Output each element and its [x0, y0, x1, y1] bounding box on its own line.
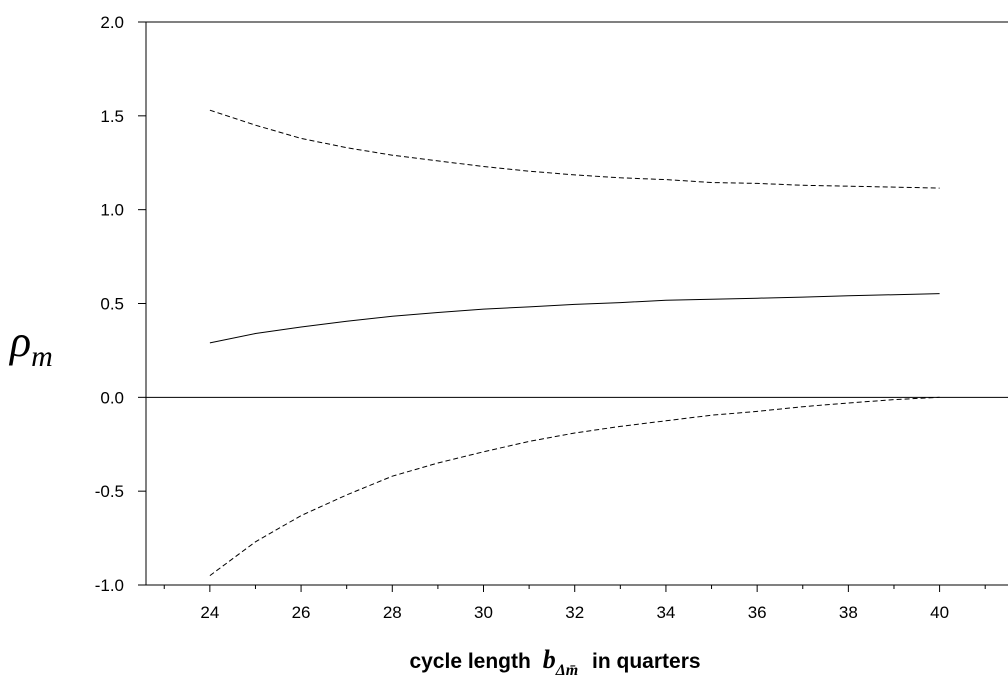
upper-band-line [209, 109, 940, 189]
x-axis-label-subscript: Δm̄ [555, 662, 578, 679]
x-axis-label: cycle length bΔm̄ in quarters [409, 645, 700, 680]
y-tick-label: -1.0 [95, 576, 124, 595]
x-axis-ticks: 24 26 28 30 32 34 36 38 40 [163, 585, 986, 622]
x-axis-label-text-after: in quarters [592, 650, 701, 673]
x-tick-label: 26 [292, 603, 311, 622]
chart-axes [145, 21, 1008, 586]
x-tick-label: 30 [474, 603, 493, 622]
y-tick-label: 2.0 [100, 13, 124, 32]
x-tick-label: 38 [839, 603, 858, 622]
chart-series [209, 109, 940, 577]
x-tick-label: 24 [200, 603, 219, 622]
estimate-line [209, 293, 940, 344]
x-tick-label: 34 [656, 603, 675, 622]
y-tick-label: 0.0 [100, 388, 124, 407]
y-tick-label: 0.5 [100, 295, 124, 314]
y-axis-label-subscript: m [31, 340, 53, 373]
x-axis-label-text-before: cycle length [409, 650, 530, 673]
y-tick-label: -0.5 [95, 482, 124, 501]
x-tick-label: 40 [930, 603, 949, 622]
y-axis-label: ρm [8, 317, 53, 373]
y-axis-ticks: -1.0 -0.5 0.0 0.5 1.0 1.5 2.0 [95, 13, 146, 595]
x-tick-label: 32 [565, 603, 584, 622]
x-tick-label: 36 [748, 603, 767, 622]
x-tick-label: 28 [383, 603, 402, 622]
y-tick-label: 1.0 [100, 201, 124, 220]
lower-band-line [209, 396, 940, 577]
y-tick-label: 1.5 [100, 107, 124, 126]
x-axis-label-symbol: b [543, 645, 556, 674]
y-axis-label-symbol: ρ [8, 317, 31, 366]
